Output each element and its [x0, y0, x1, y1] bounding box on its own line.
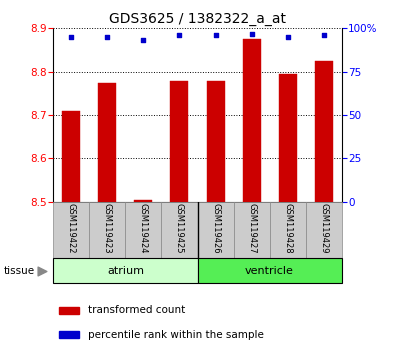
Bar: [198, 202, 233, 258]
Bar: [59, 331, 79, 338]
Text: GSM119423: GSM119423: [103, 204, 112, 254]
Text: ventricle: ventricle: [245, 266, 294, 276]
Text: GSM119425: GSM119425: [175, 204, 184, 254]
Point: [248, 31, 255, 36]
Bar: [62, 111, 80, 202]
Text: GSM119428: GSM119428: [283, 204, 292, 254]
Bar: [53, 258, 198, 283]
Bar: [306, 202, 342, 258]
Bar: [315, 61, 333, 202]
Point: [140, 38, 147, 43]
Bar: [270, 202, 306, 258]
Text: GSM119426: GSM119426: [211, 204, 220, 254]
Bar: [134, 200, 152, 202]
Bar: [278, 74, 297, 202]
Text: percentile rank within the sample: percentile rank within the sample: [88, 330, 264, 340]
Bar: [98, 82, 117, 202]
Point: [40, 268, 46, 274]
Text: tissue: tissue: [4, 266, 35, 276]
Point: [284, 34, 291, 40]
Bar: [126, 202, 162, 258]
Text: GSM119422: GSM119422: [67, 204, 76, 254]
Title: GDS3625 / 1382322_a_at: GDS3625 / 1382322_a_at: [109, 12, 286, 26]
Bar: [198, 258, 342, 283]
Bar: [207, 81, 224, 202]
Bar: [162, 202, 198, 258]
Point: [104, 34, 111, 40]
Bar: [53, 202, 89, 258]
Text: GSM119429: GSM119429: [319, 204, 328, 254]
Text: transformed count: transformed count: [88, 306, 185, 315]
Text: GSM119427: GSM119427: [247, 204, 256, 254]
Bar: [243, 39, 261, 202]
Point: [176, 33, 182, 38]
Point: [320, 33, 327, 38]
Text: GSM119424: GSM119424: [139, 204, 148, 254]
Bar: [59, 307, 79, 314]
Point: [213, 33, 219, 38]
Bar: [89, 202, 126, 258]
Text: atrium: atrium: [107, 266, 144, 276]
Bar: [233, 202, 270, 258]
Point: [68, 34, 75, 40]
Bar: [171, 81, 188, 202]
